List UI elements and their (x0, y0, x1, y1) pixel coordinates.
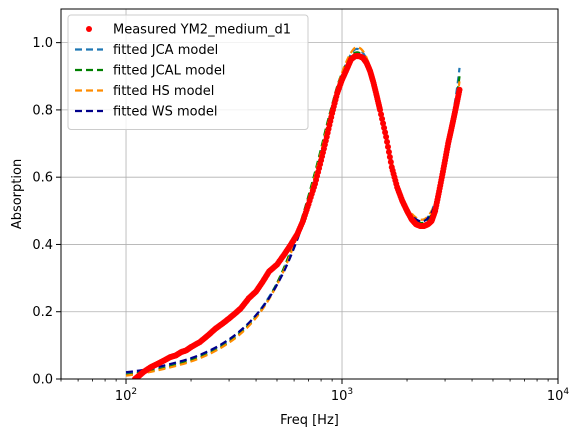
x-tick-exponent: 2 (131, 387, 137, 397)
data-point (387, 159, 394, 166)
y-tick-label: 0.0 (32, 373, 53, 388)
data-point (381, 124, 388, 131)
data-point (380, 120, 387, 127)
y-tick-label: 0.2 (32, 305, 53, 320)
legend-label: fitted HS model (113, 84, 214, 99)
x-tick-exponent: 4 (563, 387, 569, 397)
legend-label: fitted WS model (113, 105, 217, 120)
legend-marker (86, 26, 92, 32)
legend-label: fitted JCA model (113, 43, 218, 58)
x-tick-base: 10 (115, 389, 132, 404)
data-point (384, 138, 391, 145)
data-point (385, 148, 392, 155)
x-tick-label: 103 (331, 387, 353, 404)
data-point (384, 143, 391, 150)
x-tick-exponent: 3 (347, 387, 353, 397)
data-point (378, 111, 385, 118)
data-point (383, 133, 390, 140)
data-point (382, 129, 389, 136)
x-tick-label: 104 (547, 387, 570, 404)
series-measured (131, 53, 463, 379)
y-axis-label: Absorption (10, 159, 25, 229)
series-layer (125, 46, 463, 379)
x-tick-base: 10 (331, 389, 348, 404)
data-point (379, 115, 386, 122)
legend-label: Measured YM2_medium_d1 (113, 23, 291, 38)
x-axis-label: Freq [Hz] (280, 413, 339, 428)
y-tick-label: 1.0 (32, 36, 53, 51)
legend-box (67, 14, 309, 130)
series-line-fitted-ws-model (125, 53, 461, 374)
x-tick-base: 10 (547, 389, 564, 404)
series-line-fitted-hs-model (125, 46, 461, 377)
data-point (377, 106, 384, 113)
y-tick-label: 0.4 (32, 238, 53, 253)
legend-label: fitted JCAL model (113, 64, 225, 79)
y-tick-label: 0.6 (32, 171, 53, 186)
data-point (386, 154, 393, 160)
x-tick-label: 102 (115, 387, 137, 404)
data-point (456, 86, 463, 93)
y-tick-label: 0.8 (32, 103, 53, 118)
plot-frame (60, 8, 559, 380)
